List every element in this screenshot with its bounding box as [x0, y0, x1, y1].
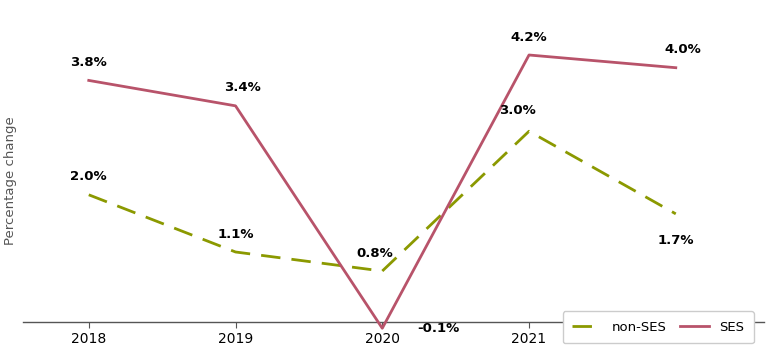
Text: 0.8%: 0.8% — [356, 247, 393, 260]
Text: 4.2%: 4.2% — [511, 31, 548, 44]
non-SES — [671, 212, 680, 216]
Text: 1.1%: 1.1% — [217, 227, 253, 240]
Text: 3.0%: 3.0% — [499, 104, 535, 117]
non-SES — [525, 129, 534, 134]
non-SES — [231, 250, 240, 254]
Text: 4.0%: 4.0% — [665, 43, 701, 56]
Y-axis label: Percentage change: Percentage change — [4, 116, 17, 245]
Legend: non-SES, SES: non-SES, SES — [563, 311, 753, 343]
non-SES — [378, 269, 387, 273]
Text: 1.7%: 1.7% — [657, 234, 694, 247]
SES — [231, 104, 240, 108]
SES — [525, 53, 534, 57]
Text: 3.4%: 3.4% — [224, 81, 261, 94]
SES — [378, 326, 387, 330]
SES — [671, 66, 680, 70]
Line: SES: SES — [89, 55, 676, 328]
non-SES — [84, 193, 94, 197]
Text: 2.0%: 2.0% — [71, 170, 107, 183]
Text: 3.8%: 3.8% — [71, 56, 108, 69]
SES — [84, 78, 94, 83]
Text: -0.1%: -0.1% — [417, 322, 459, 335]
Line: non-SES: non-SES — [89, 131, 676, 271]
